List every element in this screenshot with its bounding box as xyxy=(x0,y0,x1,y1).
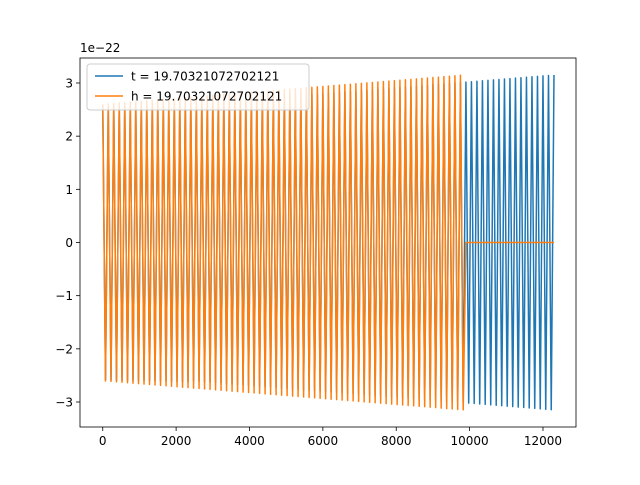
x-tick-label: 2000 xyxy=(161,434,192,448)
x-tick-label: 8000 xyxy=(381,434,412,448)
legend-label-0: t = 19.70321072702121 xyxy=(131,70,279,84)
plot-area xyxy=(102,74,555,411)
y-axis-ticks: −3 −2 −1 0 1 2 3 xyxy=(55,76,80,410)
legend-label-1: h = 19.70321072702121 xyxy=(131,90,282,104)
legend: t = 19.70321072702121 h = 19.703210727021… xyxy=(86,63,310,111)
y-tick-label: 2 xyxy=(65,130,73,144)
x-tick-label: 0 xyxy=(99,434,107,448)
y-axis-offset-label: 1e−22 xyxy=(80,41,120,55)
x-tick-label: 12000 xyxy=(524,434,562,448)
y-tick-label: −1 xyxy=(55,289,73,303)
y-tick-label: −2 xyxy=(55,342,73,356)
y-tick-label: 1 xyxy=(65,183,73,197)
x-tick-label: 6000 xyxy=(308,434,339,448)
y-tick-label: 3 xyxy=(65,76,73,90)
y-tick-label: 0 xyxy=(65,236,73,250)
x-tick-label: 10000 xyxy=(451,434,489,448)
legend-box xyxy=(86,63,310,111)
x-tick-label: 4000 xyxy=(234,434,265,448)
x-axis-ticks: 0 2000 4000 6000 8000 10000 12000 xyxy=(99,427,562,448)
y-tick-label: −3 xyxy=(55,396,73,410)
series-line-1 xyxy=(102,74,554,411)
